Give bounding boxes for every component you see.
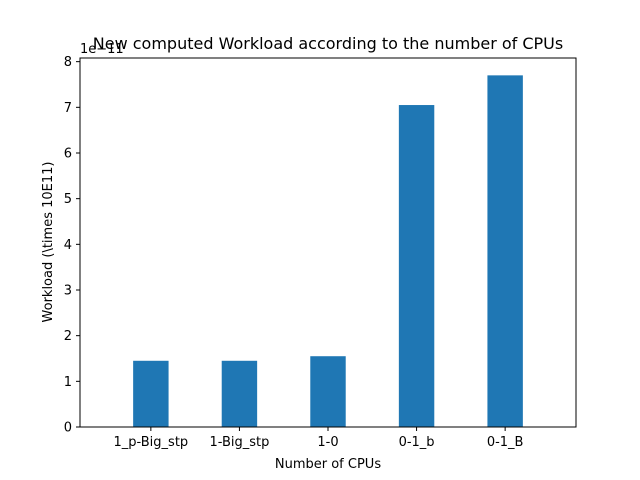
bar-4 bbox=[487, 75, 523, 428]
x-axis-label: Number of CPUs bbox=[275, 457, 381, 472]
bar-0 bbox=[133, 360, 169, 427]
bar-2 bbox=[310, 356, 346, 427]
y-tick-label-4: 4 bbox=[64, 238, 72, 253]
plot-frame bbox=[79, 57, 577, 428]
x-tick-label-1: 1-Big_stp bbox=[209, 435, 269, 450]
bars-group bbox=[133, 75, 523, 428]
y-tick-label-1: 1 bbox=[64, 375, 72, 390]
y-axis-label: Workload (\times 10E11) bbox=[41, 162, 56, 323]
y-tick-label-0: 0 bbox=[64, 421, 72, 436]
x-tick-label-2: 1-0 bbox=[317, 435, 338, 450]
y-tick-label-5: 5 bbox=[64, 192, 72, 207]
y-tick-label-2: 2 bbox=[64, 329, 72, 344]
y-tick-label-8: 8 bbox=[64, 55, 72, 70]
x-tick-label-3: 0-1_b bbox=[399, 435, 435, 450]
y-tick-label-7: 7 bbox=[64, 101, 72, 116]
x-tick-label-4: 0-1_B bbox=[487, 435, 524, 450]
y-tick-label-3: 3 bbox=[64, 283, 72, 298]
y-tick-label-6: 6 bbox=[64, 146, 72, 161]
chart-title: New computed Workload according to the n… bbox=[93, 34, 563, 53]
y-axis-offset-label: 1e−11 bbox=[80, 42, 124, 57]
x-axis-ticks: 1_p-Big_stp 1-Big_stp 1-0 0-1_b 0-1_B bbox=[114, 427, 524, 450]
bar-1 bbox=[221, 360, 258, 427]
y-axis-ticks: 0 1 2 3 4 5 6 7 8 bbox=[64, 55, 80, 436]
x-tick-label-0: 1_p-Big_stp bbox=[114, 435, 189, 450]
bar-3 bbox=[398, 105, 435, 428]
